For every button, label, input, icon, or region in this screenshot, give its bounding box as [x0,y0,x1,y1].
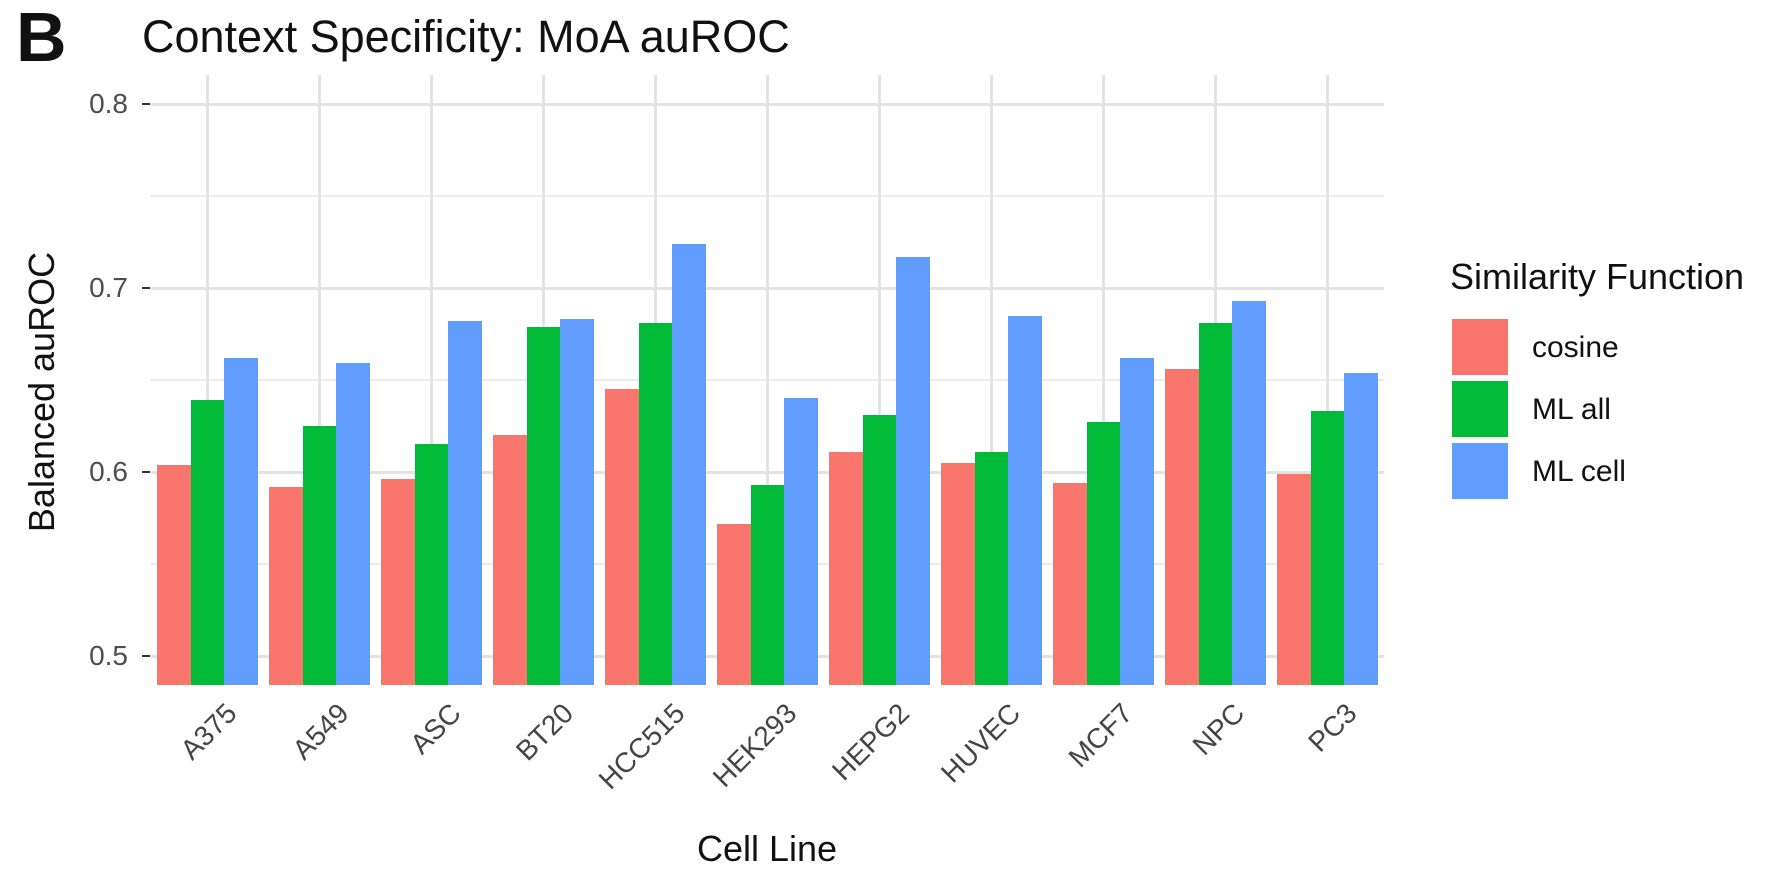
x-tick-label-HUVEC: HUVEC [935,697,1027,789]
bar-A375-ML-all [190,400,225,685]
bar-PC3-ML-cell [1344,372,1378,685]
x-tick-label-HEPG2: HEPG2 [825,697,915,787]
bar-NPC-ML-cell [1232,300,1266,685]
legend-swatch-ML-cell [1452,443,1508,499]
bar-BT20-ML-all [526,326,561,685]
x-tick-label-NPC: NPC [1186,697,1251,762]
x-tick-label-ASC: ASC [404,697,467,760]
bar-MCF7-cosine [1053,483,1087,685]
y-tick-mark-0.6 [142,471,150,473]
x-tick-label-BT20: BT20 [509,697,579,767]
gridline-x-HUVEC [990,75,993,685]
bar-BT20-ML-cell [560,319,594,685]
bar-ASC-cosine [381,479,415,685]
bar-HEK293-ML-cell [784,398,818,685]
y-tick-label-0.6: 0.6 [89,456,128,487]
y-tick-label-0.8: 0.8 [89,88,128,119]
bar-NPC-ML-all [1198,322,1233,685]
x-tick-label-A549: A549 [286,697,355,766]
bar-ASC-ML-cell [448,321,482,685]
y-tick-mark-0.5 [142,655,150,657]
bar-HEK293-cosine [717,523,751,685]
bar-PC3-ML-all [1310,411,1345,685]
bar-HUVEC-ML-all [974,451,1009,685]
x-tick-label-HEK293: HEK293 [707,697,803,793]
bar-HUVEC-ML-cell [1008,315,1042,685]
bar-A549-ML-cell [336,363,370,685]
gridline-x-HEK293 [766,75,769,685]
legend-label: cosine [1532,330,1619,364]
gridline-x-HEPG2 [878,75,881,685]
bar-HEPG2-cosine [829,451,863,685]
bar-A549-ML-all [302,426,337,685]
bar-HCC515-ML-cell [672,243,706,685]
plot-title: Context Specificity: MoA auROC [142,11,790,62]
bar-HUVEC-cosine [941,462,975,685]
x-tick-label-HCC515: HCC515 [592,697,691,796]
bar-BT20-cosine [493,435,527,685]
y-tick-label-0.7: 0.7 [89,272,128,303]
bar-HEPG2-ML-cell [896,256,930,685]
panel-label: B [16,0,67,76]
bar-A375-ML-cell [224,357,258,685]
legend-swatch-cosine [1452,319,1508,375]
legend-label: ML all [1532,392,1611,426]
x-tick-label-A375: A375 [174,697,243,766]
legend-label: ML cell [1532,454,1626,488]
gridline-x-PC3 [1326,75,1329,685]
bar-PC3-cosine [1277,473,1311,685]
x-tick-label-MCF7: MCF7 [1062,697,1139,774]
gridline-x-ASC [430,75,433,685]
bar-HCC515-cosine [605,389,639,685]
gridline-x-MCF7 [1102,75,1105,685]
x-tick-label-PC3: PC3 [1302,697,1363,758]
bar-ASC-ML-all [414,444,449,685]
legend-title: Similarity Function [1450,256,1745,297]
bar-MCF7-ML-all [1086,422,1121,685]
bar-HCC515-ML-all [638,322,673,685]
gridline-x-A549 [318,75,321,685]
gridline-x-A375 [206,75,209,685]
bar-A375-cosine [157,464,191,685]
bar-MCF7-ML-cell [1120,357,1154,685]
legend: Similarity Function cosine ML all ML cell [1450,256,1770,499]
legend-swatch-ML-all [1452,381,1508,437]
bar-HEPG2-ML-all [862,414,897,685]
bar-A549-cosine [269,486,303,685]
bar-NPC-cosine [1165,368,1199,685]
y-tick-mark-0.8 [142,103,150,105]
bar-HEK293-ML-all [750,484,785,685]
x-axis-title: Cell Line [696,828,838,869]
y-tick-mark-0.7 [142,287,150,289]
y-tick-label-0.5: 0.5 [89,640,128,671]
